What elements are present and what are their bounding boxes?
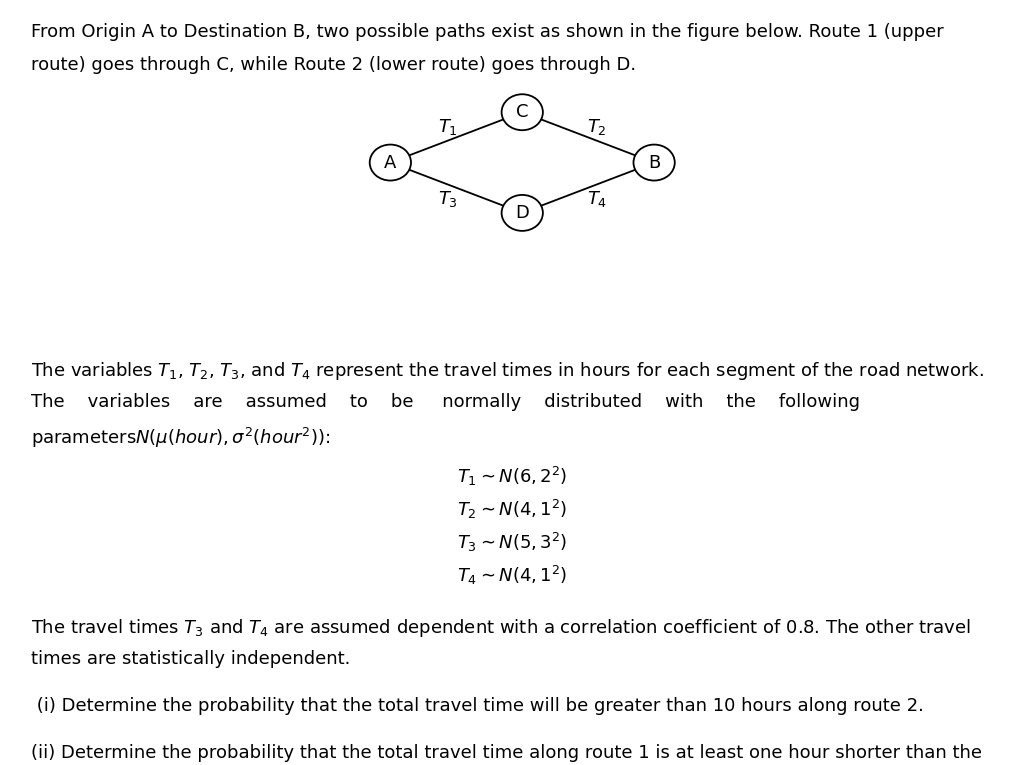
Text: $T_4$: $T_4$ (587, 188, 607, 209)
Ellipse shape (502, 195, 543, 231)
Text: parameters$N(\mu(hour),\sigma^2(hour^2))$:: parameters$N(\mu(hour),\sigma^2(hour^2))… (31, 426, 330, 450)
Text: $T_3{\sim}N(5,3^2)$: $T_3{\sim}N(5,3^2)$ (457, 531, 567, 554)
Text: $T_2$: $T_2$ (587, 116, 606, 137)
Ellipse shape (502, 94, 543, 130)
Text: $T_1$: $T_1$ (437, 116, 458, 137)
Text: D: D (515, 204, 529, 222)
Text: times are statistically independent.: times are statistically independent. (31, 649, 350, 668)
Text: The    variables    are    assumed    to    be     normally    distributed    wi: The variables are assumed to be normally… (31, 392, 860, 411)
Text: $T_4{\sim}N(4,1^2)$: $T_4{\sim}N(4,1^2)$ (457, 564, 567, 588)
Text: The variables $T_1$, $T_2$, $T_3$, and $T_4$ represent the travel times in hours: The variables $T_1$, $T_2$, $T_3$, and $… (31, 360, 984, 382)
Text: From Origin A to Destination B, two possible paths exist as shown in the figure : From Origin A to Destination B, two poss… (31, 23, 943, 41)
Text: $T_1{\sim}N(6,2^2)$: $T_1{\sim}N(6,2^2)$ (457, 464, 567, 487)
Text: (ii) Determine the probability that the total travel time along route 1 is at le: (ii) Determine the probability that the … (31, 744, 982, 762)
Ellipse shape (634, 145, 675, 181)
Text: A: A (384, 154, 396, 171)
Text: route) goes through C, while Route 2 (lower route) goes through D.: route) goes through C, while Route 2 (lo… (31, 56, 636, 74)
Ellipse shape (370, 145, 411, 181)
Text: C: C (516, 103, 528, 121)
Text: B: B (648, 154, 660, 171)
Text: $T_3$: $T_3$ (437, 188, 458, 209)
Text: $T_2{\sim}N(4,1^2)$: $T_2{\sim}N(4,1^2)$ (457, 498, 567, 521)
Text: (i) Determine the probability that the total travel time will be greater than 10: (i) Determine the probability that the t… (31, 697, 924, 715)
Text: The travel times $T_3$ and $T_4$ are assumed dependent with a correlation coeffi: The travel times $T_3$ and $T_4$ are ass… (31, 617, 971, 639)
